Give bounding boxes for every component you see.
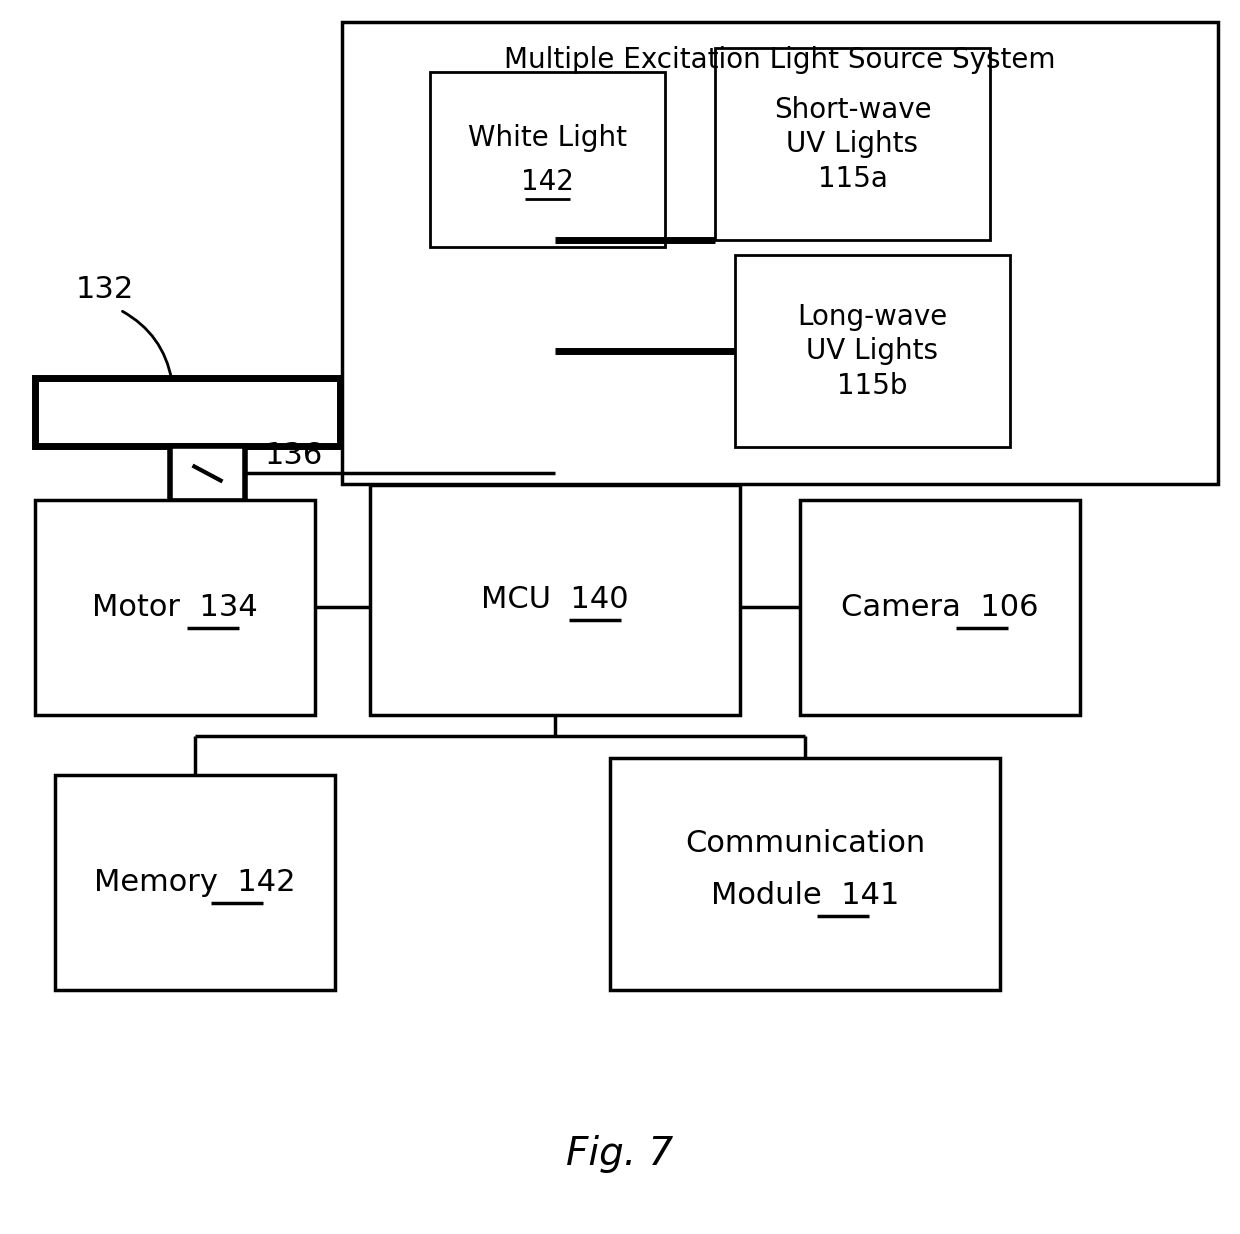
Text: Multiple Excitation Light Source System: Multiple Excitation Light Source System	[505, 46, 1055, 74]
Text: 115a: 115a	[817, 165, 888, 193]
Text: 136: 136	[265, 442, 324, 470]
Bar	[35, 378, 340, 445]
Text: 132: 132	[76, 275, 134, 305]
Bar	[342, 22, 1218, 484]
Text: Communication: Communication	[684, 829, 925, 859]
FancyArrowPatch shape	[123, 311, 172, 380]
Bar	[35, 500, 315, 714]
Text: Camera  106: Camera 106	[841, 594, 1039, 622]
Text: Memory  142: Memory 142	[94, 868, 296, 897]
Text: Long-wave: Long-wave	[797, 304, 947, 331]
Text: UV Lights: UV Lights	[806, 337, 939, 365]
Bar	[170, 445, 246, 501]
Text: White Light: White Light	[467, 123, 627, 152]
Text: Fig. 7: Fig. 7	[567, 1135, 673, 1174]
Text: 142: 142	[521, 168, 574, 195]
Text: Motor  134: Motor 134	[92, 594, 258, 622]
Bar	[610, 758, 999, 990]
Bar	[430, 72, 665, 247]
Bar	[735, 255, 1011, 447]
Text: Module  141: Module 141	[711, 881, 899, 911]
Text: 115b: 115b	[837, 371, 908, 400]
Text: MCU  140: MCU 140	[481, 585, 629, 615]
Bar	[800, 500, 1080, 714]
Text: Short-wave: Short-wave	[774, 96, 931, 123]
Bar	[715, 48, 990, 239]
Bar	[55, 775, 335, 990]
Text: UV Lights: UV Lights	[786, 130, 919, 158]
Bar	[370, 485, 740, 714]
